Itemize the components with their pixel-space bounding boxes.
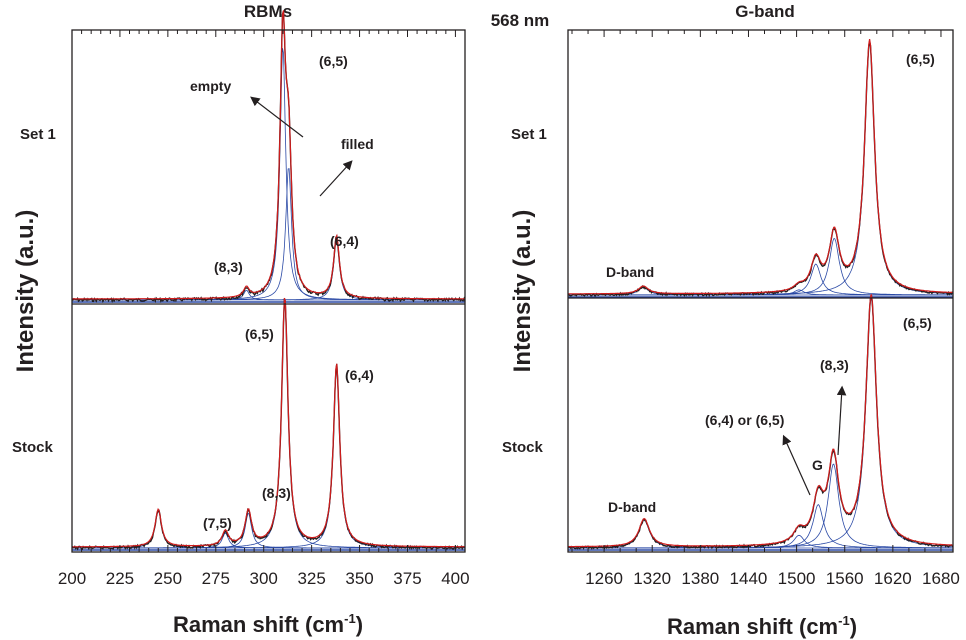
x-tick-label: 1440 [730,569,768,588]
g-band-curves [567,39,954,551]
measured-spectrum [71,10,466,304]
g-band-panel-stock-label: Stock [502,439,544,456]
x-tick-label: 225 [106,569,134,588]
fit-component-curve [568,42,953,296]
g-band-y-axis-label: Intensity (a.u.) [509,210,536,373]
x-tick-label: 1260 [585,569,623,588]
g-band-plot-frame [567,29,954,553]
annotation-g-set1-6-5: (6,5) [906,51,935,67]
annotation-filled: filled [341,136,374,152]
g-band-chart: G-band 1260 1320 1380 1440 1500 1560 1620 1680 … [502,2,960,639]
x-tick-label: 1680 [922,569,960,588]
x-tick-label: 300 [250,569,278,588]
x-tick-label: 275 [202,569,230,588]
rbm-panel-set1-label: Set 1 [20,126,56,143]
x-tick-label: 1560 [826,569,864,588]
measured-spectrum [567,41,954,298]
g-band-chart-title: G-band [735,2,795,21]
x-tick-label: 1320 [633,569,671,588]
x-tick-label: 350 [345,569,373,588]
g-band-panel-set1-label: Set 1 [511,126,547,143]
annotation-set1-8-3: (8,3) [214,259,243,275]
g-band-set1-curves [567,39,954,298]
annotation-empty: empty [190,78,231,94]
x-tick-label: 1380 [681,569,719,588]
fit-total-curve [72,297,465,548]
excitation-wavelength-label: 568 nm [491,11,550,30]
x-tick-label: 400 [441,569,469,588]
rbm-chart: RBMs 200 225 250 275 300 325 350 375 400 Intensi… [12,2,470,637]
annotation-set1-6-4: (6,4) [330,233,359,249]
rbm-x-ticks: 200 225 250 275 300 325 350 375 400 [58,30,470,588]
fit-component-curve [72,48,465,301]
annotation-g-set1-d-band: D-band [606,264,654,280]
x-tick-label: 1500 [778,569,816,588]
rbm-plot-frame [71,29,466,553]
annotation-stock-6-5: (6,5) [245,326,274,342]
x-tick-label: 200 [58,569,86,588]
fit-total-curve [72,10,465,300]
annotation-stock-7-5: (7,5) [203,515,232,531]
rbm-curves [71,10,466,551]
annotation-g-stock-6-4-or-6-5: (6,4) or (6,5) [705,412,784,428]
annotation-set1-6-5: (6,5) [319,53,348,69]
rbm-panel-stock-label: Stock [12,439,54,456]
rbm-x-axis-label: Raman shift (cm-1) [173,611,363,637]
g-band-x-axis-label: Raman shift (cm-1) [667,613,857,639]
arrow-g-stock-6-4-or-6-5 [782,434,811,496]
rbm-stock-curves [71,297,465,551]
fit-component-curve [72,509,465,549]
fit-total-curve [568,39,954,295]
rbm-chart-title: RBMs [244,2,292,21]
annotation-g-stock-d-band: D-band [608,499,656,515]
annotation-g-stock-g-minus: G [812,457,823,473]
fit-component-curve [72,236,465,301]
fit-total-curve [568,294,953,548]
rbm-set1-curves [71,10,466,304]
g-band-x-ticks: 1260 1320 1380 1440 1500 1560 1620 1680 [571,30,960,588]
annotation-stock-6-4: (6,4) [345,367,374,383]
x-tick-label: 375 [393,569,421,588]
fit-component-curve [72,513,465,549]
x-tick-label: 1620 [874,569,912,588]
arrow-filled [319,160,353,197]
arrow-g-stock-8-3 [836,385,847,456]
annotation-stock-8-3: (8,3) [262,485,291,501]
rbm-y-axis-label: Intensity (a.u.) [12,210,39,373]
annotation-g-stock-6-5: (6,5) [903,315,932,331]
x-tick-label: 325 [297,569,325,588]
x-tick-label: 250 [154,569,182,588]
g-band-stock-curves [567,294,954,551]
annotation-g-stock-8-3: (8,3) [820,357,849,373]
fit-component-curve [72,366,465,549]
arrow-empty [250,96,304,138]
